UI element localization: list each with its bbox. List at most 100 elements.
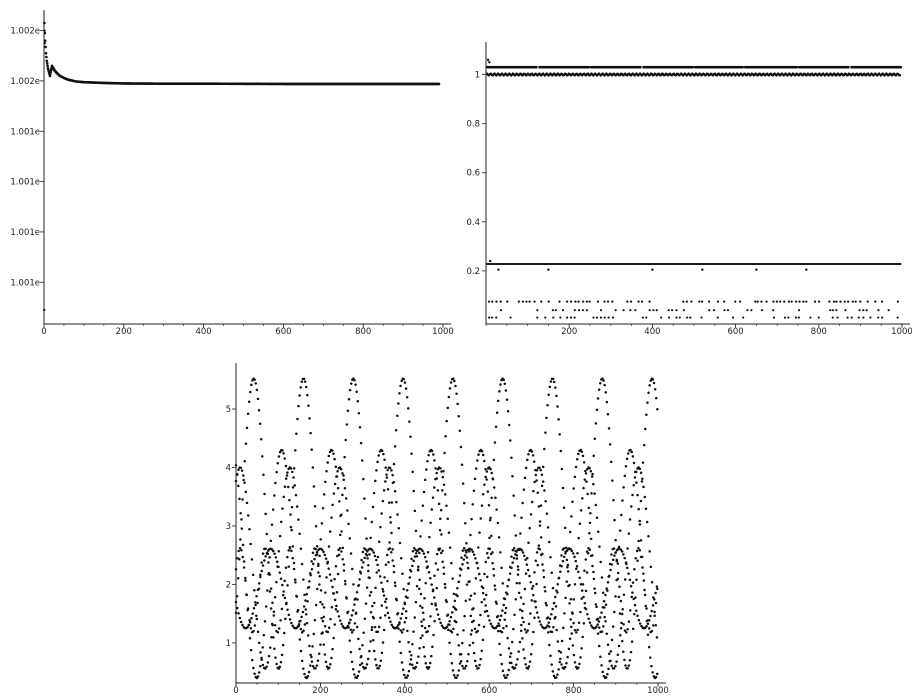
data-point [646,622,650,626]
data-point [421,504,425,507]
data-point [533,460,536,463]
data-point [633,603,637,607]
data-point [591,472,594,476]
data-point [525,631,528,634]
data-point [581,497,584,500]
data-point [417,587,421,590]
data-point [278,665,282,668]
data-point [342,569,346,572]
data-point [548,540,551,544]
data-point [846,316,849,319]
data-point [240,469,244,472]
data-point [585,309,589,312]
data-point [326,562,329,565]
data-point [274,556,278,559]
data-point [281,583,284,587]
data-point [291,470,294,474]
data-point [364,517,367,520]
data-point [573,628,577,632]
data-point [485,470,489,473]
data-point [495,316,498,319]
data-point [405,588,409,592]
data-point [238,497,241,501]
data-point [480,600,484,604]
data-point [898,74,902,77]
data-point [566,566,569,569]
data-point [492,486,496,489]
data-point [479,517,483,520]
data-point [256,630,260,633]
data-point [626,566,629,570]
data-point [239,620,243,624]
data-point [265,665,268,668]
data-point [456,594,459,598]
data-point [630,640,634,643]
data-point [862,309,865,312]
data-point [609,568,612,572]
data-point [442,566,445,569]
data-point [538,620,542,623]
data-point [625,457,629,460]
data-point [489,516,492,520]
data-point [611,300,614,303]
data-point [319,589,323,592]
data-point [421,611,425,614]
data-point [533,480,536,484]
data-point [411,470,414,474]
data-point [385,597,388,601]
data-point [49,70,53,74]
data-point [532,630,535,634]
data-point [261,564,265,567]
data-point [304,599,307,602]
data-point [600,630,604,633]
data-point [430,654,433,658]
data-point [351,667,355,671]
data-point [528,660,532,663]
data-point [445,419,448,423]
data-point [244,576,247,580]
data-point [585,550,589,553]
data-point [605,632,609,636]
data-point [235,595,239,598]
data-point [352,583,355,586]
data-point [333,457,336,461]
data-point [359,441,363,445]
data-point [497,629,500,633]
data-point [293,484,296,487]
data-point [523,554,526,557]
data-point [236,606,239,610]
data-point [648,550,651,553]
data-point [263,559,266,562]
data-point [438,528,442,532]
data-point [382,452,385,456]
data-point [877,309,880,312]
data-point [839,300,842,303]
data-point [443,451,446,455]
data-point [242,478,245,482]
data-point [247,623,251,627]
data-point [371,604,374,608]
data-point [426,550,430,554]
data-point [464,599,468,602]
data-point [407,582,411,585]
data-point [526,568,530,572]
data-point [351,567,354,571]
data-point [390,623,393,627]
data-point [455,676,458,679]
data-point [294,449,297,452]
data-point [650,581,654,584]
data-point [375,558,378,562]
data-point [628,518,632,521]
x-tick-label: 400 [397,686,413,696]
data-point [603,300,606,303]
data-point [532,593,535,597]
data-point [634,596,637,599]
data-point [615,559,619,563]
data-point [652,309,655,312]
data-point [390,551,393,554]
data-point [389,516,392,519]
data-point [240,527,244,530]
data-point [441,489,444,492]
data-point [307,585,311,589]
data-point [437,502,441,506]
